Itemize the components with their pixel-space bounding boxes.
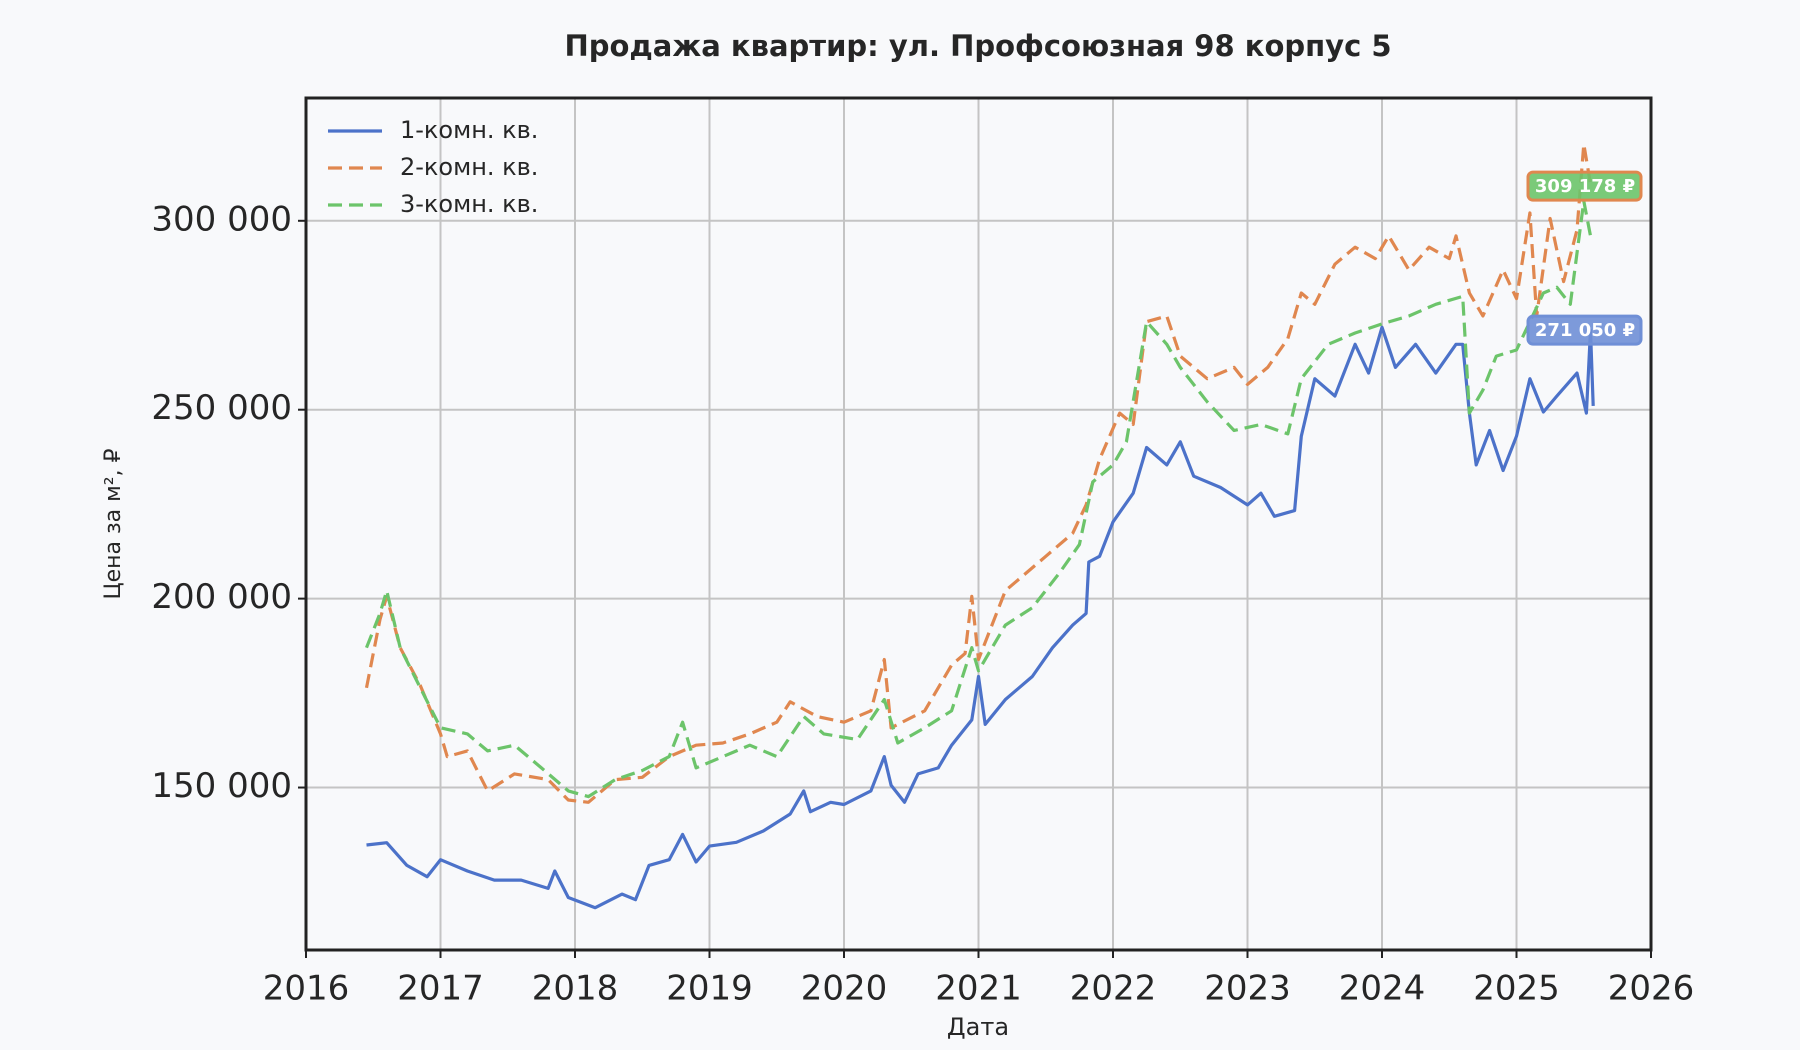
x-tick-label: 2026 — [1608, 969, 1695, 1009]
x-tick-label: 2022 — [1070, 969, 1157, 1009]
series-line — [366, 325, 1595, 910]
x-tick-label: 2021 — [935, 969, 1022, 1009]
y-tick-label: 300 000 — [151, 199, 292, 239]
y-tick-label: 150 000 — [151, 766, 292, 806]
legend-label: 1-комн. кв. — [400, 116, 538, 144]
legend: 1-комн. кв. 2-комн. кв. 3-комн. кв. — [328, 116, 538, 218]
x-tick-label: 2025 — [1473, 969, 1560, 1009]
annotation-label: 309 178 ₽ — [1535, 176, 1635, 197]
x-tick-label: 2024 — [1339, 969, 1426, 1009]
y-axis-label: Цена за м², ₽ — [101, 448, 126, 599]
plot-lines — [364, 142, 1595, 910]
chart-title: Продажа квартир: ул. Профсоюзная 98 корп… — [564, 29, 1391, 63]
y-tick-label: 250 000 — [151, 388, 292, 428]
annotation-box — [1526, 314, 1643, 346]
x-tick-label: 2016 — [263, 969, 350, 1009]
legend-label: 3-комн. кв. — [400, 190, 538, 218]
legend-label: 2-комн. кв. — [400, 153, 538, 181]
annotations: 309 178 ₽ 271 050 ₽ — [1526, 170, 1643, 346]
x-tick-label: 2018 — [532, 969, 619, 1009]
x-tick-label: 2017 — [397, 969, 484, 1009]
series-line — [364, 142, 1593, 804]
annotation-label: 271 050 ₽ — [1535, 320, 1635, 341]
plot-frame — [304, 96, 1653, 952]
y-tick-label: 200 000 — [151, 577, 292, 617]
grid: 2016 2017 2018 2019 2020 2021 2022 2023 2024 2025… — [151, 98, 1694, 1009]
x-tick-label: 2019 — [666, 969, 753, 1009]
x-axis-label: Дата — [947, 1013, 1009, 1041]
annotation-box — [1526, 170, 1643, 202]
x-tick-label: 2020 — [801, 969, 888, 1009]
x-tick-label: 2023 — [1204, 969, 1291, 1009]
